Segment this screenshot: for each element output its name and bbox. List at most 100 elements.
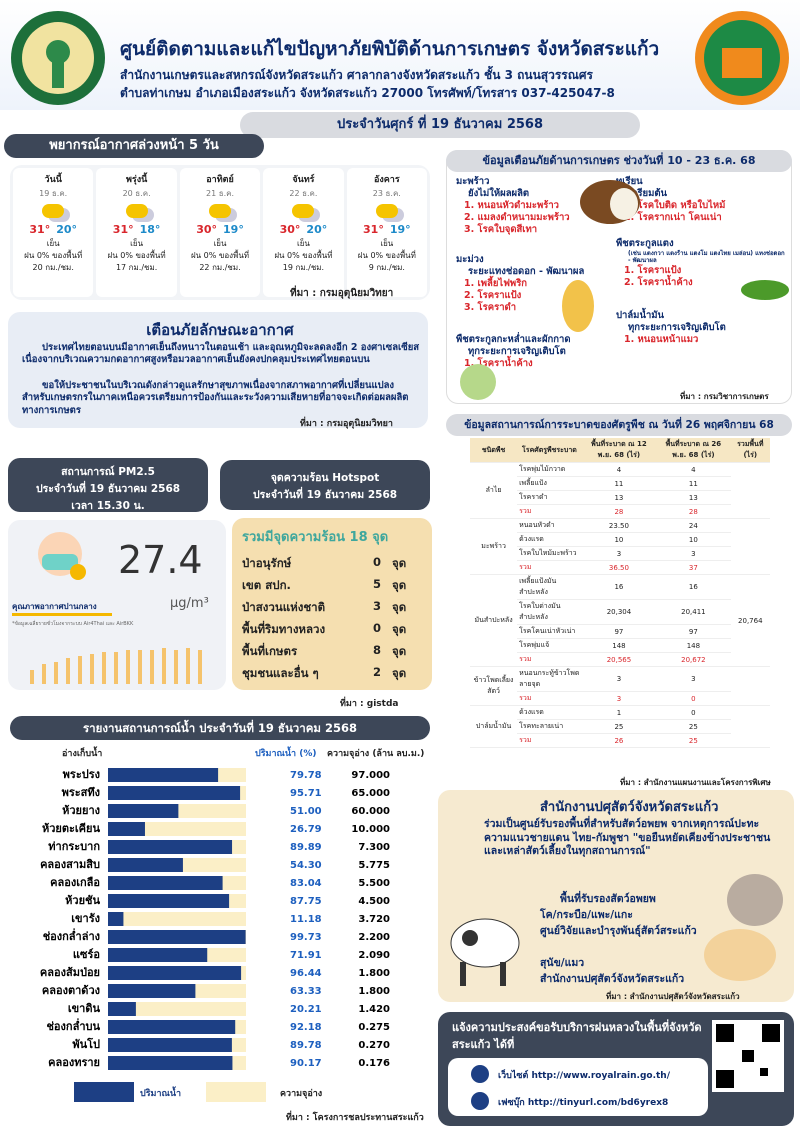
source: ที่มา : สำนักงานแผนงานและโครงการพิเศษ <box>620 778 771 787</box>
alert-stage: เตรียมต้น <box>628 187 668 199</box>
desc: เย็น <box>130 239 144 248</box>
wind: 20 กม./ชม. <box>32 263 74 272</box>
crop: ข้าวโพดเลี้ยงสัตว์ <box>470 666 518 706</box>
pest: โรคราดำ <box>517 490 582 505</box>
hotspot-row: เขต สปก. 5 จุด <box>242 577 422 599</box>
weather-icon <box>125 203 148 218</box>
alert-group: ทุเรียน เตรียมต้น 1. โรคใบติด หรือใบไหม้ 2.… <box>616 176 786 224</box>
alert-stage: ยังไม่ให้ผลผลิต <box>468 187 530 199</box>
day: อาทิตย์ <box>206 175 234 185</box>
hotspot-area: ป่าอนุรักษ์ <box>242 556 292 570</box>
hotspot-row: ป่าสงวนแห่งชาติ 3 จุด <box>242 599 422 621</box>
pest: ด้วงแรด <box>517 532 582 547</box>
warning-title: เตือนภัยลักษณะอากาศ <box>146 321 294 339</box>
alert-crop: พืชตระกูลกะหล่ำและผักกาด <box>456 334 571 345</box>
percent-label: 89.89 <box>290 842 322 853</box>
percent-label: 89.78 <box>290 1040 322 1051</box>
alert-risk: 1. โรคราแป้ง <box>624 264 682 276</box>
source: ที่มา : กรมอุตุนิยมวิทยา <box>290 288 394 299</box>
pest-row: โรคโคนเน่าหัวเน่า 97 97 <box>470 624 770 639</box>
area: 3 <box>581 691 657 706</box>
area: 10 <box>656 532 731 547</box>
capacity-label: 97.000 <box>351 770 390 781</box>
rain: ฝน 0% ของพื้นที่ <box>24 251 83 260</box>
crop: มะพร้าว <box>470 518 518 575</box>
capacity-label: 5.500 <box>358 878 390 889</box>
percent-label: 99.73 <box>290 932 322 943</box>
capacity-label: 0.176 <box>358 1058 390 1069</box>
weather-icon <box>375 203 398 218</box>
temps: 30° 20° <box>263 222 343 239</box>
water-bar <box>108 984 196 998</box>
weather-icon <box>209 203 232 218</box>
livestock-line: โค/กระบือ/แพะ/แกะ <box>540 909 633 921</box>
pm25-icon <box>38 532 86 580</box>
area: 37 <box>656 560 731 575</box>
water-bar <box>108 912 124 926</box>
percent-label: 90.17 <box>290 1058 322 1069</box>
water-bar <box>108 840 233 854</box>
crop: มันสำปะหลัง <box>470 574 518 667</box>
wind: 22 กม./ชม. <box>199 263 241 272</box>
pest-row: โรคใบด่างมันสำปะหลัง 20,304 20,411 <box>470 599 770 625</box>
qr-code <box>712 1020 784 1092</box>
pest-row: ด้วงแรด 10 10 <box>470 532 770 547</box>
legend-label: ความจุอ่าง <box>280 1089 323 1099</box>
low: 19° <box>389 222 411 236</box>
reservoir-name: ห้วยชัน <box>65 894 100 907</box>
livestock-p1: ร่วมเป็นศูนย์รับรองพื้นที่สำหรับสัตว์อพย… <box>484 818 760 844</box>
date: 22 ธ.ค. <box>289 188 318 198</box>
percent-label: 96.44 <box>290 968 322 979</box>
date: 20 ธ.ค. <box>122 188 151 198</box>
header <box>0 0 800 110</box>
pest: โรคใบด่างมันสำปะหลัง <box>517 599 582 625</box>
weather-icon <box>292 203 315 218</box>
reservoir-name: เขาดิน <box>68 1002 101 1015</box>
low: 20° <box>306 222 328 236</box>
area: 0 <box>656 705 731 720</box>
reservoir-name: แซร์อ <box>73 948 100 961</box>
source: ที่มา : โครงการชลประทานสระแก้ว <box>286 1113 424 1123</box>
temps: 30° 19° <box>180 222 260 239</box>
hotspot-count: 5 <box>372 577 381 591</box>
reservoir-name: ห้วยยาง <box>62 804 100 817</box>
pest-row: ข้าวโพดเลี้ยงสัตว์ หนอนกระทู้ข้าวโพดลายจุ… <box>470 666 770 706</box>
desc: เย็น <box>380 239 394 248</box>
livestock-title: สำนักงานปศุสัตว์จังหวัดสระแก้ว <box>540 800 719 815</box>
pest: โรคพุ่มไม้กวาด <box>517 462 582 477</box>
hotspot-count: 2 <box>372 665 381 679</box>
alert-group: มะพร้าว ยังไม่ให้ผลผลิต 1. หนอนหัวดำมะพร้า… <box>456 176 626 235</box>
capacity-label: 1.800 <box>358 986 390 997</box>
percent-label: 54.30 <box>290 860 322 871</box>
cabbage-image <box>460 364 496 400</box>
percent-label: 63.33 <box>290 986 322 997</box>
hotspot-count: 3 <box>372 599 381 613</box>
alert-risk: 2. แมลงดำหนามมะพร้าว <box>464 211 570 223</box>
legend-swatch <box>74 1082 134 1102</box>
reservoir-name: คลองสามสิบ <box>40 858 100 871</box>
reservoir-name: คลองเกลือ <box>50 876 100 889</box>
desc: เย็น <box>213 239 227 248</box>
pest: โรคพุ่มแจ้ <box>517 638 582 653</box>
water-bar <box>108 786 241 800</box>
reservoir-name: พระสทึง <box>62 786 100 799</box>
day: จันทร์ <box>292 175 315 185</box>
website-link[interactable]: เว็บไซต์ http://www.royalrain.go.th/ <box>498 1071 670 1081</box>
hotspot-unit: จุด <box>392 622 407 636</box>
alert-group: มะม่วง ระยะแทงช่อดอก - พัฒนาผล 1. เพลี้ยไฟ… <box>456 254 626 313</box>
hotspot-panel: รวมมีจุดความร้อน 18 จุด ป่าอนุรักษ์ 0 จุด เข… <box>232 518 432 690</box>
hotspot-area: ป่าสงวนแห่งชาติ <box>242 600 326 614</box>
pest: รวม <box>517 560 582 575</box>
header-address: ตำบลท่าเกษม อำเภอเมืองสระแก้ว จังหวัดสระ… <box>120 86 615 100</box>
desc: เย็น <box>46 239 60 248</box>
column-header: ปริมาณน้ำ (%) <box>255 749 317 759</box>
reservoir-name: พันโป <box>72 1037 100 1051</box>
weather-day: พรุ่งนี้ 20 ธ.ค. 31° 18° เย็น ฝน 0% ของพื้นที… <box>96 168 177 297</box>
pm25-header: สถานการณ์ PM2.5 ประจำวันที่ 19 ธันวาคม 25… <box>8 458 208 512</box>
water-bar <box>108 822 145 836</box>
facebook-link[interactable]: เฟซบุ๊ก http://tinyurl.com/bd6yrex8 <box>498 1098 669 1108</box>
rain-title: แจ้งความประสงค์ขอรับบริการฝนหลวงในพื้นที… <box>452 1021 702 1051</box>
alert-crop: มะม่วง <box>456 254 484 265</box>
pm25-quality: คุณภาพอากาศปานกลาง <box>12 600 112 616</box>
